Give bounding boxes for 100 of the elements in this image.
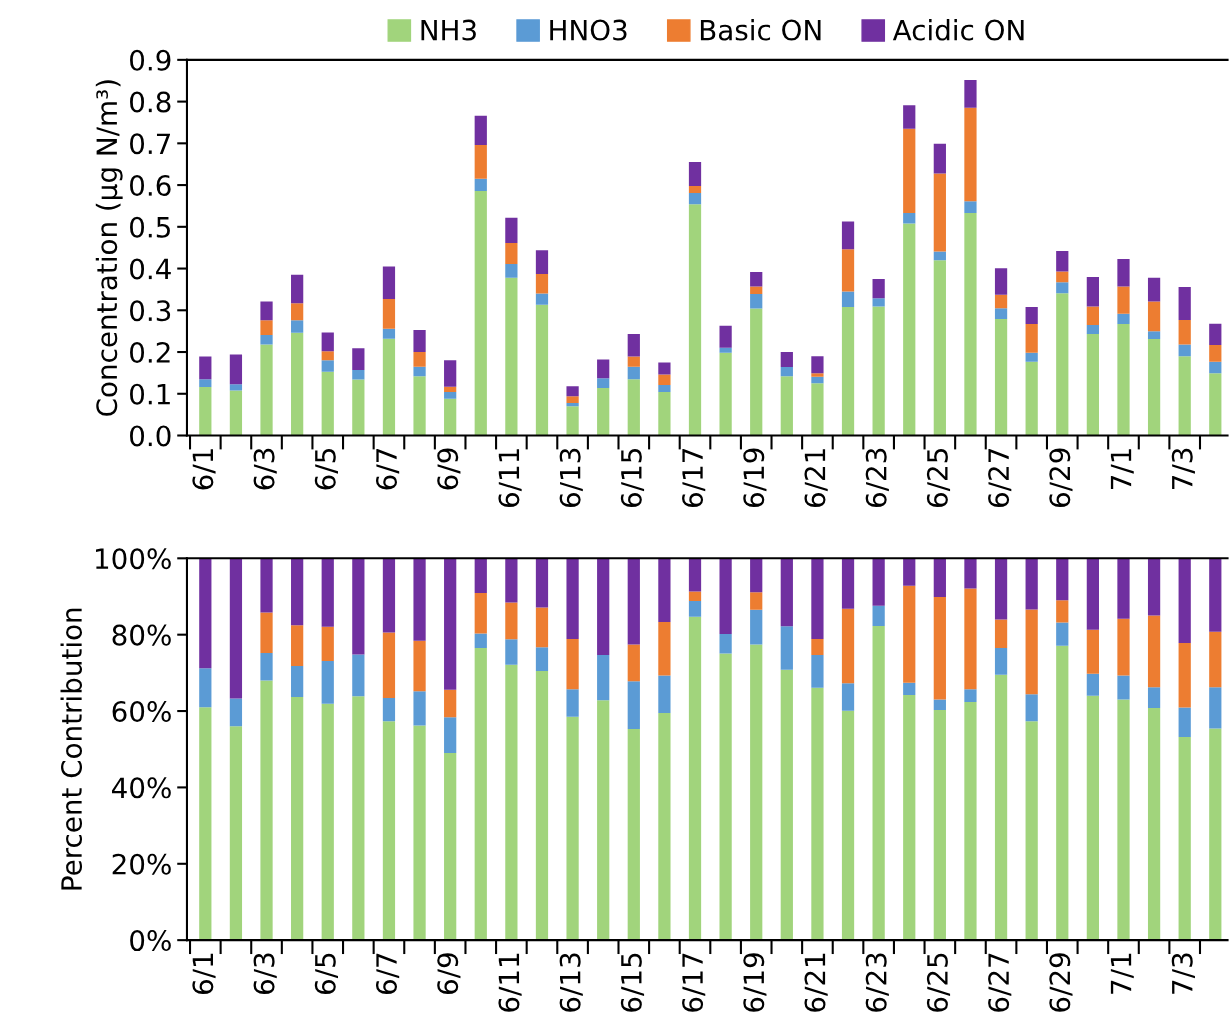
bar bbox=[1025, 361, 1038, 436]
bar bbox=[535, 293, 549, 305]
bar bbox=[1178, 286, 1191, 320]
bar bbox=[903, 213, 916, 224]
bar bbox=[291, 625, 304, 666]
bar bbox=[811, 654, 824, 688]
bar bbox=[719, 653, 732, 941]
y-tick-label: 0.9 bbox=[130, 49, 171, 71]
bar bbox=[505, 664, 518, 941]
y-tick-label: 40% bbox=[111, 777, 171, 799]
bar bbox=[444, 717, 457, 754]
bar bbox=[352, 379, 365, 436]
bar bbox=[933, 596, 946, 700]
bar bbox=[688, 185, 702, 193]
bar bbox=[1147, 687, 1161, 708]
bar bbox=[597, 654, 610, 701]
bar bbox=[994, 648, 1008, 675]
bar bbox=[1147, 558, 1161, 616]
bar bbox=[566, 558, 579, 639]
bar bbox=[750, 592, 763, 610]
bar bbox=[872, 558, 885, 606]
bar bbox=[658, 385, 671, 393]
bar bbox=[1117, 286, 1130, 314]
x-tick-label: 7/3 bbox=[1171, 448, 1195, 490]
bar bbox=[229, 384, 243, 391]
bar bbox=[719, 347, 732, 353]
bar bbox=[688, 601, 702, 617]
bar bbox=[627, 356, 640, 367]
bar bbox=[413, 352, 426, 367]
bar bbox=[688, 193, 702, 205]
x-tick-label: 7/1 bbox=[1110, 449, 1134, 490]
bar bbox=[688, 558, 702, 592]
bar bbox=[474, 115, 487, 145]
bar bbox=[444, 392, 457, 399]
bar bbox=[1209, 361, 1222, 374]
bar bbox=[688, 204, 702, 436]
bar bbox=[841, 221, 855, 250]
x-tick-label: 6/25 bbox=[926, 953, 951, 1012]
bar bbox=[1086, 306, 1099, 325]
bar bbox=[750, 609, 763, 645]
bar bbox=[719, 633, 732, 654]
x-tick-label: 6/25 bbox=[926, 449, 951, 508]
bar bbox=[535, 250, 549, 274]
bar bbox=[1056, 271, 1069, 283]
bar bbox=[994, 294, 1008, 309]
y-tick-label: 100% bbox=[96, 548, 171, 570]
x-tick-label: 6/19 bbox=[743, 448, 767, 508]
bar bbox=[933, 251, 946, 261]
bar bbox=[291, 332, 304, 436]
bar bbox=[627, 644, 640, 682]
y-tick-label: 0.4 bbox=[130, 258, 171, 280]
bar bbox=[291, 696, 304, 941]
bar bbox=[229, 354, 243, 385]
bar bbox=[444, 753, 457, 941]
x-tick-label: 6/23 bbox=[865, 448, 889, 508]
bar bbox=[1056, 251, 1069, 272]
bar bbox=[903, 223, 916, 436]
bar bbox=[1117, 324, 1130, 436]
bar bbox=[1117, 675, 1130, 700]
bar bbox=[535, 670, 549, 941]
bar bbox=[688, 591, 702, 602]
bar bbox=[964, 558, 977, 589]
bar bbox=[719, 352, 732, 436]
bar bbox=[413, 366, 426, 377]
bar bbox=[474, 190, 487, 436]
bar bbox=[811, 638, 824, 655]
x-tick-label: 6/9 bbox=[437, 953, 461, 995]
bar bbox=[780, 626, 793, 670]
bar bbox=[535, 558, 549, 608]
bar bbox=[750, 644, 763, 941]
bar bbox=[811, 558, 824, 639]
bar bbox=[199, 379, 212, 388]
bar bbox=[1147, 331, 1161, 340]
bar bbox=[658, 362, 671, 375]
bar bbox=[841, 710, 855, 941]
bar bbox=[444, 360, 457, 387]
bar bbox=[750, 558, 763, 593]
bar bbox=[750, 271, 763, 287]
y-tick-label: 0.7 bbox=[130, 133, 170, 155]
x-tick-label: 6/3 bbox=[253, 448, 277, 490]
x-tick-label: 6/7 bbox=[376, 448, 400, 490]
bar bbox=[1025, 306, 1038, 325]
bar bbox=[1025, 609, 1038, 695]
bar bbox=[321, 360, 334, 372]
y-tick-label: 80% bbox=[112, 624, 171, 646]
bar bbox=[566, 406, 579, 436]
x-tick-label: 6/23 bbox=[865, 953, 889, 1012]
bar bbox=[994, 674, 1008, 941]
bar bbox=[229, 698, 243, 727]
x-tick-label: 6/21 bbox=[804, 953, 828, 1012]
bar bbox=[658, 712, 671, 941]
bar bbox=[750, 286, 763, 295]
bar bbox=[199, 387, 212, 436]
bar bbox=[841, 306, 855, 436]
bar bbox=[1178, 356, 1191, 436]
bar bbox=[658, 558, 671, 623]
y-tick-label: 0.1 bbox=[130, 383, 170, 405]
bar bbox=[321, 703, 334, 941]
bar bbox=[1209, 344, 1222, 362]
bar bbox=[994, 558, 1008, 620]
